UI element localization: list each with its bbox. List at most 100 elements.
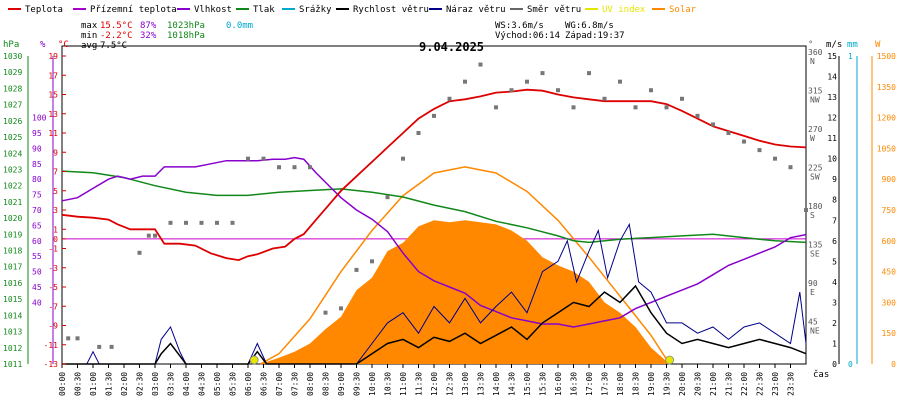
wind-gust-series-line	[62, 222, 807, 365]
wind-gust-layer	[62, 222, 807, 365]
time-tick-label: 01:30	[105, 372, 114, 396]
wind-speed-tick-label: 1	[832, 339, 837, 348]
time-tick-label: 16:00	[554, 372, 563, 396]
humidity-tick-label: 95	[32, 129, 42, 138]
direction-tick-value: 360	[808, 48, 823, 57]
solar-tick-label: 1500	[877, 52, 896, 61]
pressure-tick-label: 1013	[3, 328, 22, 337]
direction-tick-letter: SW	[810, 173, 820, 182]
time-tick-label: 23:30	[787, 372, 796, 396]
direction-tick-letter: W	[810, 134, 815, 143]
wind-direction-point	[354, 267, 359, 272]
solar-tick-label: 1200	[877, 114, 896, 123]
unit-hpa: hPa	[3, 40, 19, 50]
pressure-series-line	[61, 170, 807, 244]
wind-direction-point	[261, 156, 266, 161]
time-axis-label: čas	[813, 369, 829, 380]
stat-min-hum: 32%	[140, 31, 157, 41]
pressure-tick-label: 1018	[3, 247, 22, 256]
humidity-tick-label: 85	[32, 160, 42, 169]
stat-min-press: 1018hPa	[167, 31, 205, 41]
wind-direction-point	[385, 195, 390, 200]
legend-label-teplota: Teplota	[25, 5, 63, 15]
wind-direction-point	[246, 156, 250, 161]
wind-speed-tick-label: 14	[827, 73, 837, 82]
wind-speed-tick-label: 15	[827, 52, 837, 61]
wind-direction-point	[695, 113, 700, 118]
solar-tick-label: 300	[882, 298, 897, 307]
wind-direction-point	[308, 165, 312, 170]
time-tick-label: 11:00	[399, 372, 408, 396]
time-tick-label: 19:00	[647, 372, 656, 396]
wind-direction-point	[370, 259, 374, 264]
unit-c: °C	[58, 40, 69, 50]
axes-layer: 00:00 00:30 01:00 01:30 02:00 02:30 03:00 03:30…	[3, 48, 896, 396]
time-tick-label: 02:30	[136, 372, 145, 396]
pressure-tick-label: 1021	[3, 198, 22, 207]
solar-tick-label: 1050	[877, 144, 896, 153]
pressure-tick-label: 1020	[3, 214, 22, 223]
direction-tick-letter: SE	[810, 250, 820, 259]
time-tick-label: 17:30	[601, 372, 610, 396]
wind-direction-point	[109, 344, 114, 349]
time-tick-label: 08:00	[306, 372, 315, 396]
time-tick-label: 23:00	[771, 372, 780, 396]
pressure-tick-label: 1019	[3, 230, 22, 239]
temperature-tick-label: -5	[48, 283, 58, 292]
wind-speed-tick-label: 2	[832, 319, 837, 328]
wind-direction-point	[494, 105, 498, 110]
pressure-tick-label: 1027	[3, 101, 22, 110]
pressure-tick-label: 1016	[3, 279, 22, 288]
time-tick-label: 22:30	[756, 372, 765, 396]
pressure-tick-label: 1022	[3, 182, 22, 191]
wind-speed-tick-label: 6	[832, 237, 837, 246]
wind-direction-point	[571, 105, 576, 110]
humidity-tick-label: 50	[32, 268, 42, 277]
direction-tick-value: 270	[808, 125, 823, 134]
time-tick-label: 17:00	[585, 372, 594, 396]
solar-tick-label: 1350	[877, 83, 896, 92]
pressure-tick-label: 1025	[3, 133, 22, 142]
stat-rain: 0.0mm	[226, 21, 253, 31]
time-tick-label: 14:30	[508, 372, 517, 396]
legend-label-uv-index: UV index	[602, 5, 646, 15]
legend-label-srazky: Srážky	[299, 5, 332, 15]
time-tick-label: 02:00	[120, 372, 129, 396]
solar-tick-label: 0	[891, 360, 896, 369]
time-tick-label: 11:30	[415, 372, 424, 396]
time-tick-label: 15:30	[539, 372, 548, 396]
time-tick-label: 16:30	[570, 372, 579, 396]
temperature-tick-label: -9	[48, 322, 58, 331]
temperature-series-line	[61, 88, 807, 262]
pressure-tick-label: 1012	[3, 344, 22, 353]
temperature-tick-label: 15	[48, 91, 58, 100]
direction-tick-letter: NW	[810, 96, 820, 105]
wind-direction-point	[540, 71, 545, 76]
direction-tick-letter: N	[810, 57, 815, 66]
humidity-tick-label: 100	[32, 114, 47, 123]
sunset-time: Západ:19:37	[565, 31, 625, 41]
wind-direction-point	[664, 105, 669, 110]
wind-direction-point	[463, 79, 467, 84]
wind-speed-tick-label: 10	[827, 155, 837, 164]
wind-direction-point	[432, 113, 436, 118]
wind-direction-point	[168, 220, 173, 225]
wind-direction-point	[75, 336, 80, 341]
wind-direction-point	[478, 62, 483, 67]
pressure-tick-label: 1023	[3, 165, 22, 174]
wind-direction-point	[323, 310, 328, 315]
rain-tick-label: 1	[848, 52, 853, 61]
wind-direction-layer	[66, 62, 808, 349]
time-tick-label: 19:30	[663, 372, 672, 396]
time-tick-label: 03:30	[167, 372, 176, 396]
legend-label-vlhkost: Vlhkost	[194, 5, 232, 15]
temperature-tick-label: -11	[44, 341, 59, 350]
unit-mm: mm	[847, 40, 858, 50]
humidity-tick-label: 55	[32, 252, 42, 261]
solar-measured-area	[260, 220, 670, 364]
stat-min-label: min	[81, 31, 97, 41]
time-tick-label: 13:30	[477, 372, 486, 396]
pressure-tick-label: 1011	[3, 360, 22, 369]
wind-speed-tick-label: 4	[832, 278, 837, 287]
time-tick-label: 03:00	[151, 372, 160, 396]
